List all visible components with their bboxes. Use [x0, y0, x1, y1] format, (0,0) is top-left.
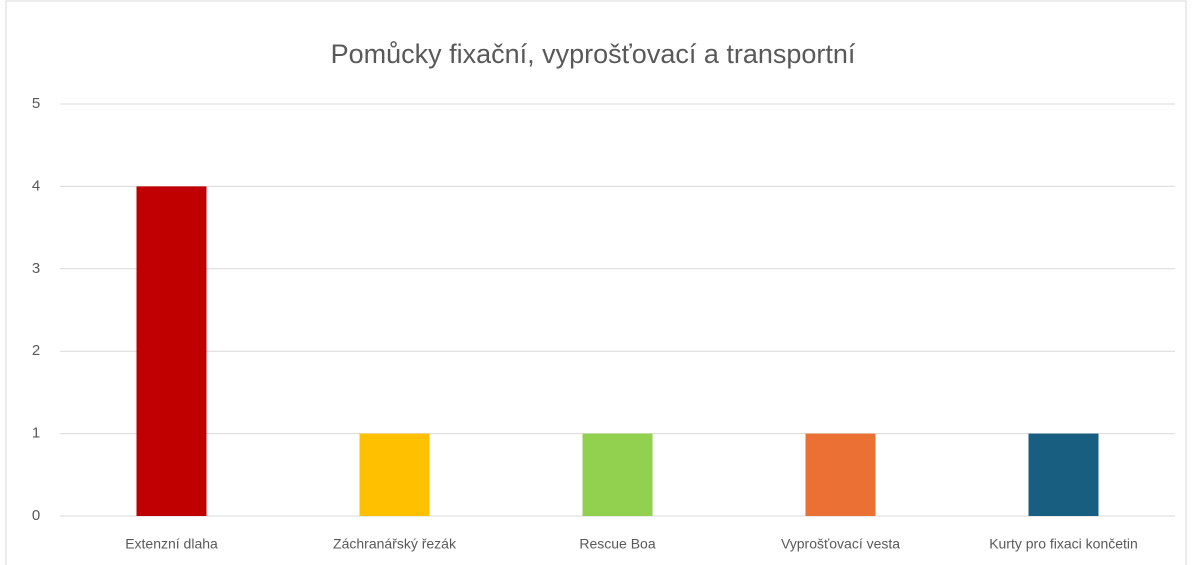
bar: [136, 186, 207, 516]
y-tick-label: 5: [32, 95, 40, 112]
x-tick-label: Kurty pro fixaci končetin: [989, 536, 1138, 552]
bar: [582, 433, 653, 516]
bar: [359, 433, 430, 516]
x-tick-label: Extenzní dlaha: [125, 536, 218, 552]
y-tick-label: 2: [32, 342, 40, 359]
x-tick-label: Vyprošťovací vesta: [781, 536, 900, 552]
x-tick-label: Záchranářský řezák: [333, 536, 457, 552]
bar: [805, 433, 876, 516]
chart-title: Pomůcky fixační, vyprošťovací a transpor…: [331, 39, 856, 69]
bar: [1028, 433, 1099, 516]
y-tick-label: 3: [32, 260, 40, 277]
y-tick-label: 1: [32, 425, 40, 442]
y-tick-label: 0: [32, 507, 40, 524]
y-tick-label: 4: [32, 177, 40, 194]
x-tick-label: Rescue Boa: [579, 536, 655, 552]
